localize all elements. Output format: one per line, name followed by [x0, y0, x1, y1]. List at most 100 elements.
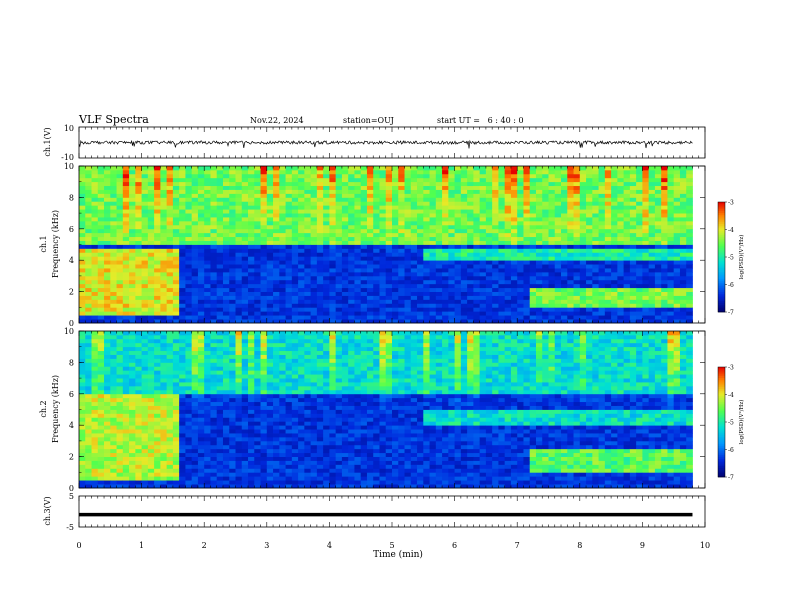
spectrogram-cell: [241, 319, 249, 324]
spectrogram-cell: [354, 307, 362, 312]
spectrogram-cell: [542, 303, 549, 308]
spectrogram-cell: [229, 209, 236, 214]
spectrogram-cell: [91, 456, 99, 461]
spectrogram-cell: [379, 256, 387, 261]
spectrogram-cell: [260, 287, 268, 292]
spectrogram-cell: [398, 248, 405, 253]
spectrogram-cell: [348, 240, 355, 245]
spectrogram-cell: [529, 268, 537, 273]
spectrogram-cell: [423, 319, 430, 324]
spectrogram-cell: [561, 181, 568, 187]
spectrogram-cell: [197, 173, 205, 179]
spectrogram-cell: [629, 279, 637, 285]
spectrogram-cell: [567, 232, 574, 238]
spectrogram-cell: [535, 279, 543, 285]
spectrogram-cell: [548, 201, 556, 206]
spectrogram-cell: [241, 279, 249, 285]
spectrogram-cell: [435, 287, 443, 292]
spectrogram-cell: [554, 185, 562, 190]
spectrogram-cell: [204, 260, 211, 265]
spectrogram-cell: [85, 331, 92, 336]
spectrogram-cell: [379, 177, 387, 183]
colorbar-cell: [718, 277, 725, 280]
spectrogram-cell: [185, 240, 193, 245]
spectrogram-cell: [116, 484, 124, 489]
spectrogram-cell: [97, 307, 105, 312]
spectrogram-cell: [392, 197, 399, 202]
spectrogram-cell: [485, 185, 493, 190]
spectrogram-cell: [166, 252, 174, 257]
spectrogram-cell: [97, 232, 105, 238]
spectrogram-cell: [210, 236, 218, 241]
spectrogram-cell: [554, 319, 562, 324]
spectrogram-cell: [460, 217, 468, 222]
spectrogram-cell: [316, 177, 324, 183]
spectrogram-cell: [623, 189, 631, 194]
spectrogram-cell: [147, 232, 155, 238]
spectrogram-cell: [79, 401, 86, 406]
spectrogram-cell: [266, 201, 274, 206]
spectrogram-cell: [373, 177, 380, 183]
spectrogram-cell: [561, 224, 568, 230]
spectrogram-cell: [467, 311, 474, 316]
spectrogram-cell: [517, 185, 524, 190]
spectrogram-cell: [310, 181, 318, 187]
spectrogram-cell: [673, 185, 681, 190]
spectrogram-cell: [517, 275, 524, 281]
spectrogram-cell: [166, 295, 174, 300]
spectrogram-cell: [154, 220, 161, 226]
spectrogram-cell: [185, 193, 193, 198]
spectrogram-cell: [479, 185, 487, 190]
spectrogram-cell: [285, 283, 293, 289]
spectrogram-cell: [116, 291, 124, 296]
spectrogram-cell: [141, 429, 149, 434]
spectrogram-cell: [654, 177, 662, 183]
spectrogram-cell: [423, 173, 430, 179]
spectrogram-cell: [354, 299, 362, 304]
spectrogram-cell: [329, 287, 337, 292]
spectrogram-cell: [611, 209, 618, 214]
spectrogram-cell: [542, 256, 549, 261]
spectrogram-cell: [392, 248, 399, 253]
spectrogram-cell: [454, 279, 462, 285]
spectrogram-cell: [91, 264, 99, 269]
spectrogram-cell: [185, 220, 193, 226]
spectrogram-cell: [423, 279, 430, 285]
spectrogram-cell: [429, 236, 437, 241]
spectrogram-cell: [266, 295, 274, 300]
spectrogram-cell: [204, 291, 211, 296]
spectrogram-cell: [97, 476, 105, 481]
spectrogram-cell: [79, 397, 86, 403]
spectrogram-cell: [241, 189, 249, 194]
spectrogram-cell: [498, 256, 506, 261]
spectrogram-cell: [460, 291, 468, 296]
spectrogram-cell: [473, 291, 481, 296]
spectrogram-cell: [116, 472, 124, 477]
spectrogram-cell: [410, 279, 418, 285]
spectrogram-cell: [579, 268, 587, 273]
spectrogram-cell: [460, 213, 468, 218]
spectrogram-cell: [623, 248, 631, 253]
spectrogram-cell: [529, 201, 537, 206]
spectrogram-cell: [241, 166, 249, 171]
spectrogram-cell: [404, 201, 412, 206]
spectrogram-cell: [97, 271, 105, 277]
spectrogram-cell: [454, 205, 462, 210]
spectrogram-cell: [298, 252, 305, 257]
spectrogram-cell: [110, 311, 117, 316]
spectrogram-cell: [561, 169, 568, 175]
spectrogram-cell: [210, 213, 218, 218]
spectrogram-cell: [404, 264, 412, 269]
spectrogram-cell: [291, 256, 299, 261]
spectrogram-cell: [442, 260, 449, 265]
spectrogram-cell: [661, 177, 668, 183]
spectrogram-cell: [654, 217, 662, 222]
spectrogram-cell: [385, 209, 393, 214]
spectrogram-cell: [185, 275, 193, 281]
spectrogram-cell: [110, 244, 117, 249]
spectrogram-cell: [510, 291, 518, 296]
spectrogram-cell: [122, 173, 130, 179]
spectrogram-cell: [661, 303, 668, 308]
spectrogram-cell: [129, 374, 136, 379]
spectrogram-cell: [154, 440, 161, 446]
